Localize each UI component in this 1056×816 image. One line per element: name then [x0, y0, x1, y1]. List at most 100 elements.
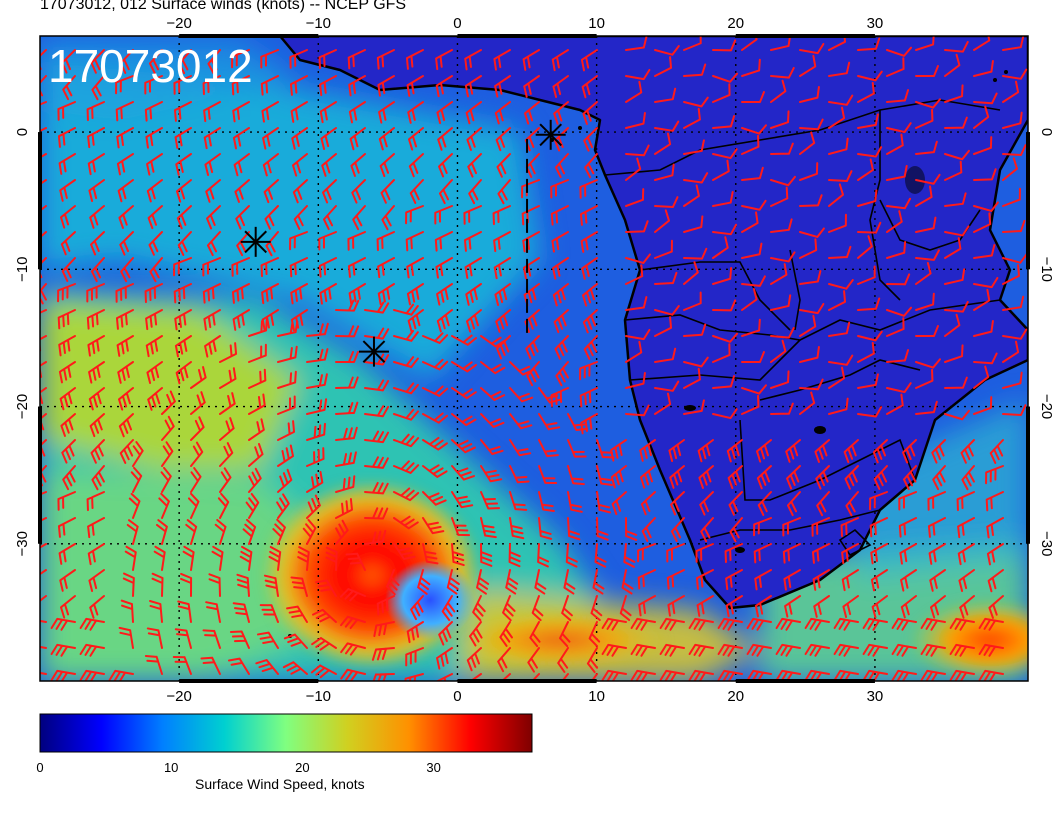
wind-barb — [322, 179, 337, 204]
wind-barb — [40, 75, 47, 101]
wind-barb — [239, 545, 253, 571]
wind-barb — [451, 361, 477, 373]
wind-barb — [529, 621, 541, 648]
lat-label-right: −10 — [1038, 257, 1055, 282]
wind-barb — [857, 70, 883, 82]
colorbar — [39, 713, 533, 753]
wind-barb — [625, 328, 651, 341]
wind-barb — [770, 110, 790, 129]
lon-label-top: 10 — [588, 15, 605, 32]
wind-barb — [509, 439, 532, 457]
wind-barb — [335, 401, 359, 415]
wind-barb — [88, 387, 105, 411]
wind-barb — [812, 569, 830, 591]
wind-barb — [115, 101, 134, 122]
wind-barb — [348, 283, 366, 305]
wind-barb — [712, 375, 736, 389]
wind-barb — [666, 569, 685, 590]
wind-barb — [886, 57, 905, 77]
wind-barb — [524, 101, 540, 125]
wind-barb — [746, 643, 772, 657]
wind-barb — [944, 160, 963, 181]
wind-barb — [376, 231, 395, 252]
wind-barb — [345, 552, 366, 571]
wind-barb — [1002, 80, 1020, 103]
wind-barb — [637, 543, 656, 563]
wind-barb — [393, 543, 416, 560]
wind-barb — [208, 573, 221, 597]
colorbar-ticks: 0 10 20 30 — [36, 760, 440, 775]
wind-barb — [625, 253, 651, 264]
wind-barb — [231, 257, 250, 277]
wind-barb — [1002, 371, 1023, 389]
wind-barb — [804, 669, 830, 681]
wind-barb — [985, 491, 1004, 512]
wind-barb — [469, 621, 483, 647]
wind-barb — [683, 139, 705, 155]
wind-barb — [502, 595, 516, 622]
wind-barb — [147, 387, 163, 411]
wind-barb — [683, 399, 705, 415]
wind-barb — [741, 287, 758, 311]
wind-barb — [451, 465, 475, 481]
wind-barb — [120, 257, 134, 283]
wind-barb — [349, 127, 366, 151]
wind-barb — [799, 270, 822, 285]
wind-barb — [79, 643, 105, 657]
wind-barb — [746, 617, 772, 631]
wind-barb — [406, 283, 424, 306]
wind-barb — [553, 101, 569, 125]
wind-barb — [886, 122, 912, 134]
wind-barb — [146, 361, 163, 385]
wind-barb — [40, 231, 47, 256]
wind-barb — [973, 136, 993, 155]
wind-barb — [741, 394, 760, 415]
wind-barb — [1002, 340, 1020, 363]
wind-barb — [770, 142, 794, 155]
wind-barb — [891, 617, 917, 631]
wind-barb — [190, 391, 206, 415]
wind-barb — [931, 439, 946, 464]
wind-barb — [118, 205, 134, 229]
wind-barb — [86, 283, 105, 303]
wind-barb — [712, 343, 731, 363]
wind-barb — [148, 231, 163, 256]
wind-barb — [373, 621, 395, 638]
wind-barb — [625, 517, 638, 541]
wind-barb — [683, 247, 708, 260]
wind-barb — [596, 465, 613, 486]
wind-barb — [1002, 187, 1021, 207]
wind-barb — [173, 101, 192, 122]
wind-barb — [973, 319, 994, 337]
wind-barb — [915, 249, 940, 261]
wind-barb — [248, 442, 264, 467]
wind-barb — [1002, 219, 1026, 233]
wind-barb — [857, 297, 881, 311]
wind-barb — [915, 358, 942, 369]
wind-barb — [422, 332, 449, 344]
lon-label-bottom: 10 — [588, 688, 605, 705]
wind-barb — [712, 332, 739, 343]
wind-barb — [177, 231, 192, 256]
wind-barb — [386, 569, 400, 596]
wind-barb — [670, 517, 685, 543]
wind-barb — [289, 231, 308, 251]
wind-barb — [1002, 328, 1028, 340]
wind-barb — [248, 343, 267, 363]
wind-barb — [625, 157, 642, 181]
wind-barb — [828, 137, 849, 155]
wind-barb — [741, 58, 761, 77]
wind-barb — [115, 283, 134, 303]
wind-barb — [588, 621, 601, 648]
wind-barb — [509, 465, 530, 484]
wind-barb — [151, 572, 164, 597]
wind-barb — [40, 491, 47, 511]
wind-barb — [944, 116, 968, 129]
wind-barb — [886, 317, 905, 337]
wind-barb — [115, 309, 134, 330]
wind-barb — [509, 491, 528, 511]
wind-barb — [87, 517, 105, 539]
wind-barb — [405, 205, 424, 225]
wind-barb — [811, 517, 830, 537]
wind-barb — [393, 487, 420, 502]
